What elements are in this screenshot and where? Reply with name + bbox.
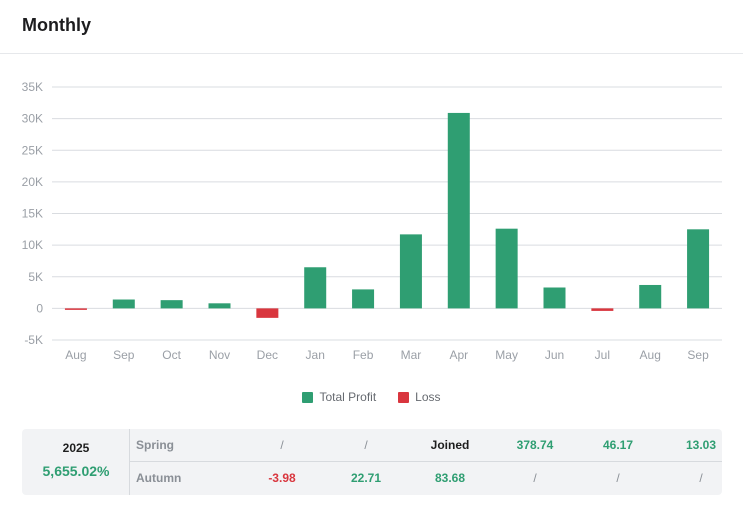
- x-tick-label: Oct: [162, 348, 181, 362]
- table-row: Autumn -3.98 22.71 83.68 / / /: [130, 462, 722, 495]
- y-tick-label: 0: [36, 301, 43, 315]
- table-cell: 83.68: [434, 471, 466, 485]
- y-tick-label: 20K: [22, 175, 43, 189]
- bar: [687, 229, 710, 309]
- x-tick-label: Apr: [449, 348, 468, 362]
- x-tick-label: May: [495, 348, 518, 362]
- x-tick-label: Jul: [595, 348, 610, 362]
- table-cell: Joined: [430, 438, 470, 452]
- legend-item-loss[interactable]: Loss: [398, 390, 441, 404]
- bar: [208, 303, 231, 309]
- year-cell: 2025 5,655.02%: [22, 429, 130, 495]
- table-cell: 22.71: [350, 471, 382, 485]
- profit-swatch-icon: [302, 391, 314, 403]
- bar: [64, 308, 87, 310]
- y-tick-label: 25K: [22, 143, 43, 157]
- table-cell: /: [364, 438, 368, 452]
- page-title: Monthly: [22, 15, 91, 35]
- legend-label-loss: Loss: [415, 390, 441, 404]
- seasonal-returns-table: 2025 5,655.02% Spring / / Joined 378.74 46.17…: [22, 429, 722, 495]
- table-cell: /: [280, 438, 284, 452]
- x-tick-label: Nov: [209, 348, 230, 362]
- row-label: Spring: [136, 438, 174, 452]
- table-cell: /: [616, 471, 620, 485]
- x-tick-label: Sep: [687, 348, 709, 362]
- y-tick-label: 35K: [22, 80, 43, 94]
- legend-item-total-profit[interactable]: Total Profit: [302, 390, 376, 404]
- bar: [256, 308, 279, 318]
- bar: [495, 228, 518, 309]
- x-tick-label: Dec: [257, 348, 278, 362]
- x-tick-label: Jun: [545, 348, 564, 362]
- y-tick-label: 5K: [28, 270, 43, 284]
- table-cell: /: [699, 471, 703, 485]
- x-tick-label: Mar: [401, 348, 422, 362]
- loss-swatch-icon: [398, 391, 410, 403]
- card-header: Monthly: [0, 0, 743, 54]
- table-row: Spring / / Joined 378.74 46.17 13.03: [130, 429, 722, 462]
- y-tick-label: -5K: [24, 333, 43, 347]
- table-cell: -3.98: [268, 471, 296, 485]
- x-tick-label: Aug: [65, 348, 86, 362]
- bar: [160, 300, 183, 309]
- legend-label-total-profit: Total Profit: [319, 390, 377, 404]
- bar: [304, 267, 327, 309]
- bar: [639, 284, 662, 309]
- bar: [543, 287, 566, 309]
- year-total-return: 5,655.02%: [42, 463, 110, 479]
- y-tick-label: 10K: [22, 238, 43, 252]
- chart-legend: Total Profit Loss: [0, 390, 743, 404]
- x-tick-label: Sep: [113, 348, 135, 362]
- year-label: 2025: [62, 441, 90, 455]
- table-cell: 46.17: [602, 438, 634, 452]
- x-tick-label: Aug: [640, 348, 661, 362]
- bar: [352, 289, 375, 309]
- bar: [591, 308, 614, 311]
- chart-svg: -5K 0 5K 10K 15K 20K 25K 30K 35K Aug Sep Oct Nov Dec J…: [22, 80, 722, 362]
- monthly-profit-chart: -5K 0 5K 10K 15K 20K 25K 30K 35K Aug Sep Oct Nov Dec J…: [0, 60, 743, 375]
- y-tick-label: 15K: [22, 207, 43, 221]
- bar: [447, 112, 470, 309]
- x-tick-label: Feb: [353, 348, 374, 362]
- bar: [399, 234, 422, 309]
- table-cell: 13.03: [685, 438, 717, 452]
- y-tick-label: 30K: [22, 112, 43, 126]
- bar: [112, 299, 135, 309]
- table-cell: /: [533, 471, 537, 485]
- table-cell: 378.74: [516, 438, 554, 452]
- x-tick-label: Jan: [306, 348, 325, 362]
- row-label: Autumn: [136, 471, 182, 485]
